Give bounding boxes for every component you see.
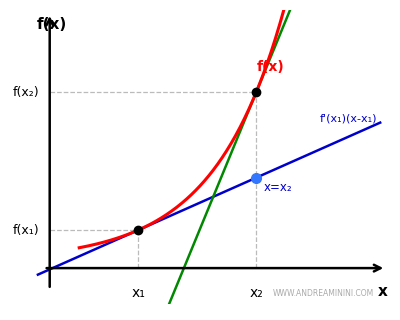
Text: x₁: x₁: [131, 286, 145, 300]
Text: x₂: x₂: [249, 286, 263, 300]
Text: WWW.ANDREAMININI.COM: WWW.ANDREAMININI.COM: [273, 289, 374, 298]
Text: f(x₁): f(x₁): [12, 224, 39, 236]
Text: f(x₂): f(x₂): [12, 86, 39, 99]
Text: f(x): f(x): [37, 17, 67, 32]
Text: x: x: [378, 284, 388, 299]
Text: f'(x₁)(x-x₁): f'(x₁)(x-x₁): [320, 113, 377, 123]
Text: f(x): f(x): [256, 60, 284, 74]
Text: x=x₂: x=x₂: [263, 181, 292, 194]
